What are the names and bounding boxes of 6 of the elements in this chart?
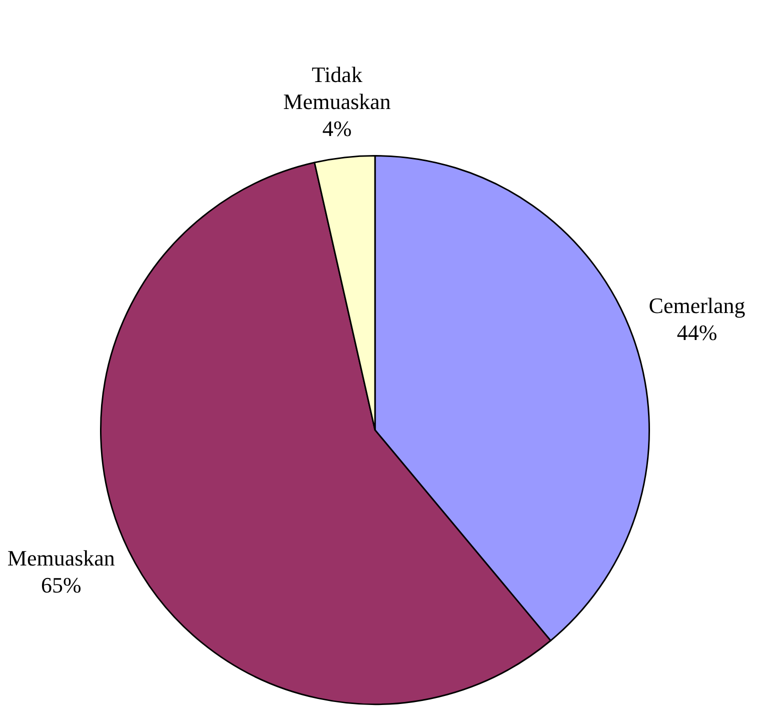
data-label: 65% xyxy=(41,572,82,598)
slice-label: Memuaskan xyxy=(7,545,115,570)
data-label: 4% xyxy=(322,116,352,142)
slice-label: Tidak Memuaskan xyxy=(283,62,391,114)
slice-label: Cemerlang xyxy=(648,292,746,318)
data-label: 44% xyxy=(676,320,718,345)
